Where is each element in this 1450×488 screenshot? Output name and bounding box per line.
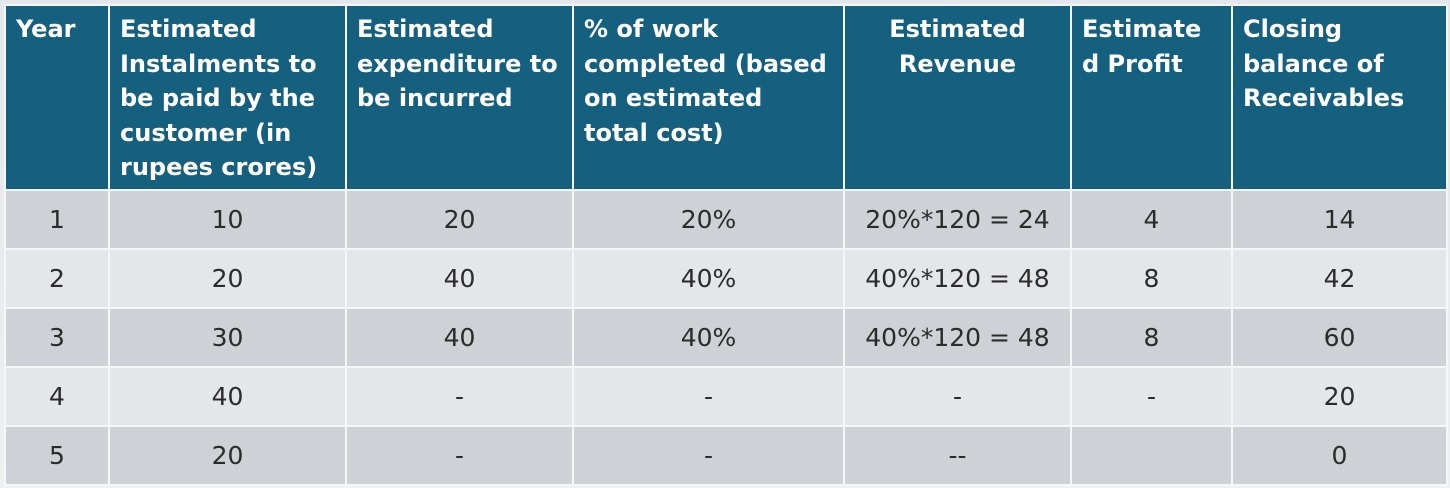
cell-year: 1 xyxy=(4,188,110,250)
cell-receivables: 60 xyxy=(1231,306,1448,368)
revenue-schedule-table: Year Estimated Instalments to be paid by… xyxy=(4,4,1448,486)
header-estimated-instalments: Estimated Instalments to be paid by the … xyxy=(108,4,347,191)
cell-instalments: 20 xyxy=(108,247,347,309)
cell-expenditure: 40 xyxy=(345,247,574,309)
cell-year: 3 xyxy=(4,306,110,368)
cell-profit xyxy=(1070,424,1233,486)
cell-work-completed: 20% xyxy=(572,188,845,250)
cell-expenditure: 40 xyxy=(345,306,574,368)
header-estimated-profit: Estimate d Profit xyxy=(1070,4,1233,191)
cell-receivables: 14 xyxy=(1231,188,1448,250)
cell-receivables: 42 xyxy=(1231,247,1448,309)
cell-expenditure: - xyxy=(345,424,574,486)
cell-expenditure: 20 xyxy=(345,188,574,250)
header-year: Year xyxy=(4,4,110,191)
cell-year: 4 xyxy=(4,365,110,427)
header-row: Year Estimated Instalments to be paid by… xyxy=(4,4,1448,191)
cell-revenue: 40%*120 = 48 xyxy=(843,247,1072,309)
table-row: 2 20 40 40% 40%*120 = 48 8 42 xyxy=(4,247,1448,309)
table-row: 4 40 - - - - 20 xyxy=(4,365,1448,427)
table-row: 3 30 40 40% 40%*120 = 48 8 60 xyxy=(4,306,1448,368)
header-estimated-revenue: Estimated Revenue xyxy=(843,4,1072,191)
cell-receivables: 20 xyxy=(1231,365,1448,427)
table-row: 5 20 - - -- 0 xyxy=(4,424,1448,486)
cell-work-completed: - xyxy=(572,365,845,427)
cell-instalments: 30 xyxy=(108,306,347,368)
header-estimated-expenditure: Estimated expenditure to be incurred xyxy=(345,4,574,191)
cell-instalments: 20 xyxy=(108,424,347,486)
cell-work-completed: 40% xyxy=(572,247,845,309)
header-work-completed: % of work completed (based on estimated … xyxy=(572,4,845,191)
table-row: 1 10 20 20% 20%*120 = 24 4 14 xyxy=(4,188,1448,250)
cell-instalments: 10 xyxy=(108,188,347,250)
header-closing-balance: Closing balance of Receivables xyxy=(1231,4,1448,191)
cell-year: 5 xyxy=(4,424,110,486)
cell-profit: 8 xyxy=(1070,306,1233,368)
cell-profit: 8 xyxy=(1070,247,1233,309)
cell-profit: - xyxy=(1070,365,1233,427)
cell-revenue: 20%*120 = 24 xyxy=(843,188,1072,250)
cell-revenue: 40%*120 = 48 xyxy=(843,306,1072,368)
cell-profit: 4 xyxy=(1070,188,1233,250)
cell-revenue: - xyxy=(843,365,1072,427)
cell-revenue: -- xyxy=(843,424,1072,486)
cell-year: 2 xyxy=(4,247,110,309)
cell-expenditure: - xyxy=(345,365,574,427)
cell-work-completed: - xyxy=(572,424,845,486)
cell-instalments: 40 xyxy=(108,365,347,427)
cell-receivables: 0 xyxy=(1231,424,1448,486)
cell-work-completed: 40% xyxy=(572,306,845,368)
